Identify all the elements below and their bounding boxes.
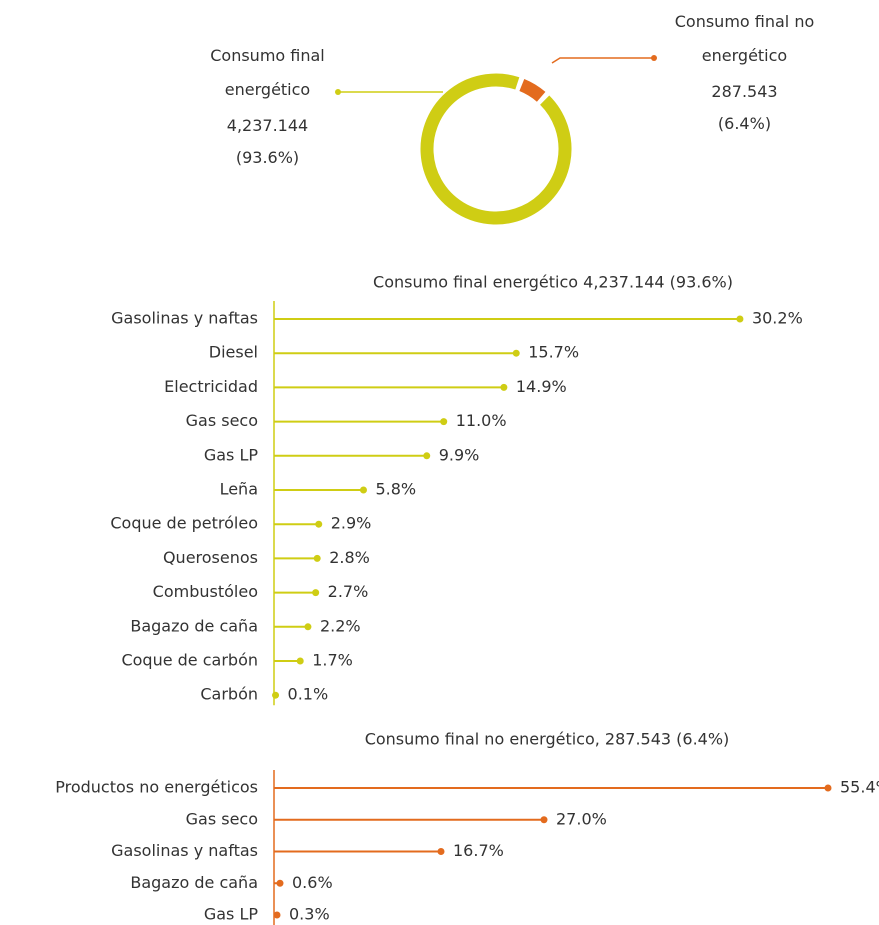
value-label: 2.9% xyxy=(331,514,372,533)
value-label: 16.7% xyxy=(453,841,504,860)
value-label: 2.7% xyxy=(328,582,369,601)
category-label: Diesel xyxy=(209,343,258,362)
value-label: 30.2% xyxy=(752,309,803,328)
category-label: Gasolinas y naftas xyxy=(111,841,258,860)
value-label: 14.9% xyxy=(516,377,567,396)
category-label: Bagazo de caña xyxy=(130,616,258,635)
chart-title: Consumo final energético 4,237.144 (93.6… xyxy=(373,273,733,292)
leader-dot xyxy=(651,55,657,61)
value-label: 0.1% xyxy=(288,685,329,704)
category-label: Gas seco xyxy=(186,809,258,828)
value-label: 11.0% xyxy=(456,411,507,430)
bar-end xyxy=(315,520,323,528)
value-label: 0.6% xyxy=(292,873,333,892)
value-label: 0.3% xyxy=(289,905,330,924)
category-label: Leña xyxy=(220,480,258,499)
value-label: 55.4% xyxy=(840,778,879,797)
bar-end xyxy=(423,452,431,460)
bar-end xyxy=(437,848,445,855)
value-label: 4,237.144 xyxy=(226,116,309,135)
bar-end xyxy=(313,554,321,562)
percent-label: (93.6%) xyxy=(235,148,300,167)
bar-end xyxy=(440,418,448,426)
category-label: Coque de carbón xyxy=(121,651,258,670)
bar-end xyxy=(276,879,284,887)
value-label: 15.7% xyxy=(528,343,579,362)
bar-end xyxy=(824,784,832,792)
bar-end xyxy=(500,383,508,391)
bar-end xyxy=(272,691,280,699)
bar-end xyxy=(273,911,281,919)
category-label: Bagazo de caña xyxy=(130,873,258,892)
category-label: Combustóleo xyxy=(153,582,258,601)
bar-end xyxy=(512,349,520,357)
chart-title: Consumo final no energético, 287.543 (6.… xyxy=(365,730,730,749)
bar-end xyxy=(736,315,744,323)
bar-end xyxy=(296,657,304,665)
value-label: 2.2% xyxy=(320,616,361,635)
value-label: 9.9% xyxy=(439,445,480,464)
bar-end xyxy=(359,486,367,494)
value-label: 5.8% xyxy=(375,480,416,499)
donut-segment xyxy=(420,73,572,225)
value-label: 287.543 xyxy=(711,82,778,101)
value-label: 27.0% xyxy=(556,809,607,828)
category-label: Carbón xyxy=(200,685,258,704)
category-label: Gas seco xyxy=(186,411,258,430)
percent-label: (6.4%) xyxy=(717,114,772,133)
category-label: Gas LP xyxy=(204,445,259,464)
bar-end xyxy=(312,589,320,597)
leader-dot xyxy=(335,89,341,95)
category-label: Querosenos xyxy=(163,548,258,567)
category-label: Gasolinas y naftas xyxy=(111,309,258,328)
value-label: 1.7% xyxy=(312,651,353,670)
value-label: 2.8% xyxy=(329,548,370,567)
leader-line xyxy=(551,57,654,64)
category-label: Consumo final energético xyxy=(210,46,325,99)
category-label: Productos no energéticos xyxy=(55,778,258,797)
bar-end xyxy=(304,623,312,631)
donut-segment xyxy=(519,78,546,102)
category-label: Electricidad xyxy=(164,377,258,396)
category-label: Coque de petróleo xyxy=(110,514,258,533)
category-label: Consumo final no energético xyxy=(674,12,815,65)
bar-end xyxy=(540,816,548,824)
category-label: Gas LP xyxy=(204,905,259,924)
